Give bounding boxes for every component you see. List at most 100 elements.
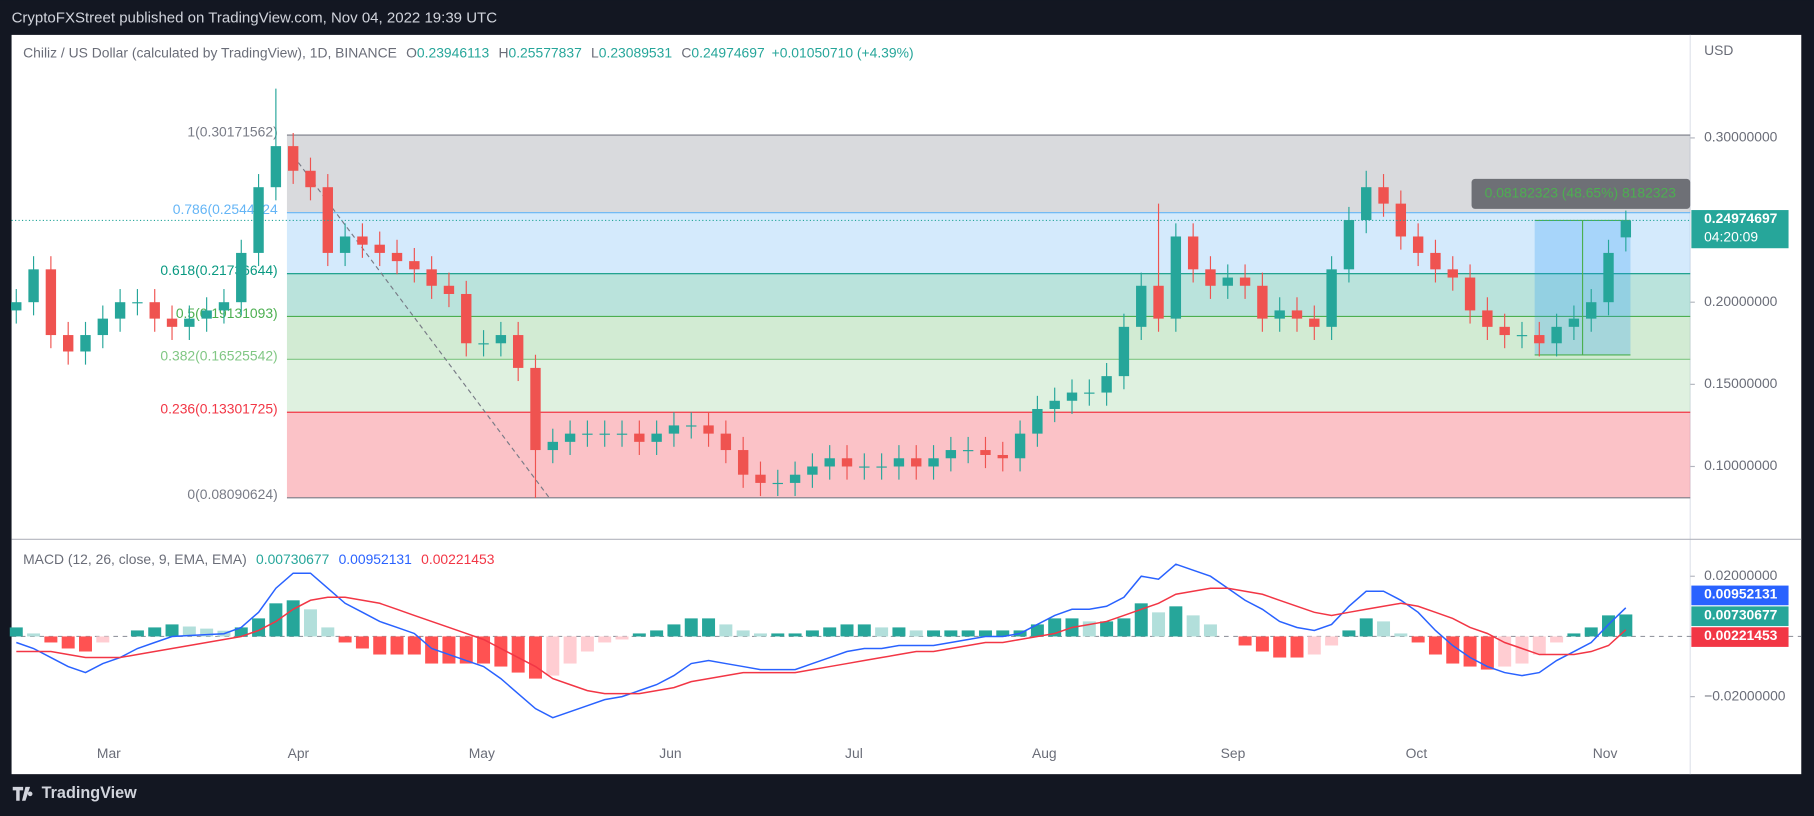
candle-body	[1482, 310, 1493, 327]
candle-body	[478, 343, 489, 345]
macd-histogram-bar	[1359, 618, 1373, 637]
value-badge	[1691, 627, 1789, 647]
value-badge-label: 0.00221453	[1704, 627, 1778, 643]
candle-body	[305, 170, 316, 188]
candle-body	[1170, 236, 1182, 319]
macd-histogram-bar	[909, 630, 923, 637]
brand-logo	[12, 786, 33, 801]
legend-title: Chiliz / US Dollar (calculated by Tradin…	[23, 44, 397, 60]
candle-body	[11, 302, 22, 311]
macd-histogram-bar	[442, 636, 456, 664]
x-tick-label: Sep	[1221, 745, 1246, 761]
ohlc-value: 0.25577837	[508, 44, 582, 60]
macd-histogram-bar	[805, 630, 819, 637]
candle-body	[841, 458, 853, 467]
macd-histogram-bar	[1152, 612, 1166, 637]
macd-histogram-bar	[1480, 636, 1494, 670]
candle-body	[1603, 252, 1614, 303]
candle-body	[1361, 187, 1372, 221]
fib-label: 0.786(0.2544624	[173, 201, 278, 217]
macd-histogram-bar	[978, 630, 992, 637]
x-tick-label: Aug	[1032, 745, 1057, 761]
candle-body	[339, 236, 351, 253]
macd-histogram-bar	[598, 636, 612, 643]
ohlc-value: 0.23089531	[599, 44, 673, 60]
fib-zone	[286, 412, 1691, 498]
candle-body	[443, 285, 455, 294]
x-tick-label: May	[469, 745, 495, 761]
candle-body	[703, 425, 714, 434]
x-tick-label: Jul	[845, 745, 863, 761]
candle-body	[1239, 277, 1251, 286]
macd-histogram-bar	[719, 624, 733, 637]
change: +0.01050710 (+4.39%)	[772, 44, 914, 60]
candle-body	[1464, 277, 1476, 311]
macd-histogram-bar	[1030, 624, 1044, 637]
candle-body	[686, 425, 697, 427]
macd-histogram-bar	[459, 636, 473, 664]
candle-body	[668, 425, 680, 434]
candle-body	[1326, 269, 1337, 327]
candle-body	[876, 466, 887, 468]
candle-body	[1568, 318, 1580, 327]
fib-zone	[286, 135, 1691, 213]
fib-label: 0.5(0.19131093)	[176, 305, 278, 321]
macd-histogram-bar	[1169, 606, 1183, 637]
macd-histogram-bar	[1567, 633, 1581, 637]
candle-body	[1049, 400, 1060, 409]
candle-body	[859, 466, 870, 468]
macd-histogram-bar	[771, 633, 785, 637]
macd-histogram-bar	[44, 636, 58, 643]
candle-body	[1014, 433, 1026, 459]
candle-body	[495, 335, 507, 344]
ohlc-letter: C	[681, 44, 691, 60]
candle-body	[409, 261, 420, 270]
currency: USD	[1704, 42, 1733, 58]
macd-histogram-bar	[1255, 636, 1269, 652]
candle-body	[1274, 310, 1285, 319]
macd-histogram-bar	[1117, 618, 1131, 637]
macd-histogram-bar	[1550, 636, 1564, 643]
candle-body	[374, 244, 385, 253]
macd-histogram-bar	[528, 636, 542, 679]
candle-body	[236, 252, 247, 303]
macd-histogram-bar	[1273, 636, 1287, 658]
candle-body	[772, 482, 783, 485]
candle-body	[426, 269, 437, 286]
candle-body	[1153, 285, 1164, 319]
candle-body	[789, 474, 801, 483]
macd-histogram-bar	[61, 636, 75, 649]
last-price-badge	[1691, 210, 1789, 249]
candle-body	[184, 318, 195, 327]
candle-body	[45, 269, 57, 336]
macd-histogram-bar	[9, 627, 23, 637]
macd-histogram-bar	[1446, 636, 1460, 664]
macd-histogram-bar	[234, 627, 248, 637]
macd-histogram-bar	[996, 630, 1010, 637]
fib-label: 0.236(0.13301725)	[160, 401, 277, 417]
macd-histogram-bar	[632, 633, 646, 637]
candle-body	[1412, 236, 1424, 253]
macd-histogram-bar	[1619, 614, 1633, 637]
candle-body	[1534, 335, 1545, 344]
macd-histogram-bar	[667, 624, 681, 637]
macd-histogram-bar	[736, 630, 750, 637]
macd-histogram-bar	[1515, 636, 1529, 664]
macd-histogram-bar	[944, 630, 958, 637]
macd-histogram-bar	[1463, 636, 1477, 667]
macd-histogram-bar	[477, 636, 491, 664]
value-badge	[1691, 606, 1789, 627]
macd-histogram-bar	[269, 603, 283, 637]
candle-body	[114, 302, 126, 319]
macd-histogram-bar	[165, 624, 179, 637]
candle-body	[720, 433, 732, 451]
x-tick-label: Mar	[97, 745, 121, 761]
macd-histogram-bar	[1203, 624, 1217, 637]
y-tick-label: 0.30000000	[1704, 129, 1778, 145]
candle-body	[270, 146, 282, 188]
candle-body	[651, 433, 662, 442]
ohlc-value: 0.24974697	[691, 44, 765, 60]
candle-body	[1291, 310, 1303, 319]
price-pane: 1(0.30171562) 0.786(0.2544624 0.618(0.2173…	[11, 42, 1789, 502]
candle-body	[391, 252, 403, 262]
